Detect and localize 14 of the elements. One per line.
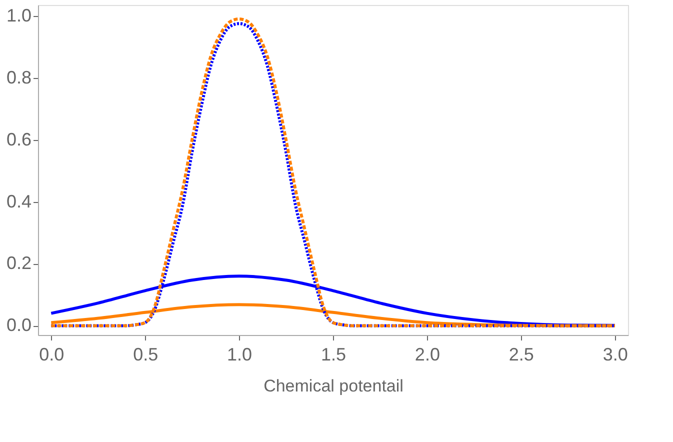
x-tick-label: 2.5 [508, 344, 534, 364]
y-tick-label: 0.2 [6, 253, 32, 274]
y-tick-label: 0.8 [6, 67, 32, 88]
x-tick-label: 3.0 [602, 344, 628, 364]
x-tick-label: 0.5 [133, 344, 158, 364]
y-tick-label: 0.4 [6, 191, 32, 212]
y-tick-label: 0.6 [6, 129, 32, 150]
x-tick-label: 2.0 [414, 344, 440, 364]
x-axis-title: Chemical potentail [264, 376, 404, 396]
y-tick-label: 0.0 [6, 315, 32, 336]
x-tick-label: 1.0 [227, 344, 252, 364]
x-tick-label: 1.5 [320, 344, 346, 364]
y-tick-label: 1.0 [6, 5, 32, 26]
x-tick-label: 0.0 [39, 344, 64, 364]
